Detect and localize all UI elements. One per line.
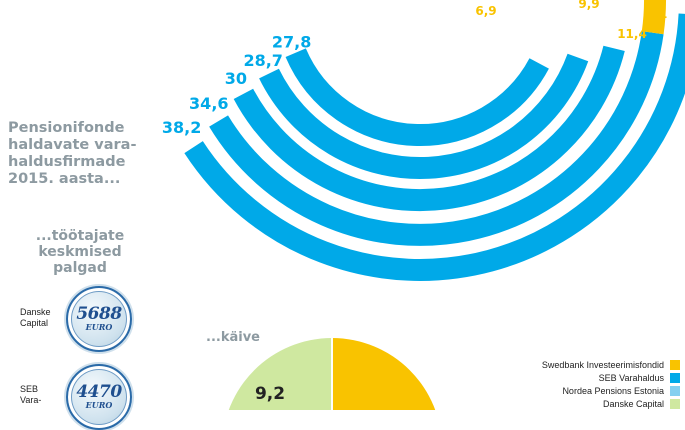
ring-arc <box>209 31 664 246</box>
salary-value: 4470 <box>76 382 122 402</box>
salary-title-line: palgad <box>53 260 107 276</box>
legend: Swedbank Investeerimisfondid SEB Varahal… <box>470 358 680 410</box>
ring-value-label: 34,6 <box>189 94 228 113</box>
salary-company-label: SEB Vara- <box>20 384 42 405</box>
intro-line: Pensionifonde <box>8 120 125 136</box>
salary-currency: EURO <box>85 322 113 332</box>
intro-line: haldavate vara- <box>8 137 137 153</box>
ring-arc <box>184 13 685 281</box>
pie-slice <box>228 338 332 410</box>
salary-title: ...töötajate keskmised palgad <box>20 228 140 276</box>
ring-value-label: 30 <box>225 69 247 88</box>
legend-swatch <box>670 359 680 370</box>
ring-arc <box>285 48 549 146</box>
salary-badge: 5688 EURO <box>66 286 132 352</box>
legend-item: Nordea Pensions Estonia <box>470 384 680 397</box>
intro-line: haldusfirmade <box>8 154 126 170</box>
ring-value-label: 27,8 <box>272 33 311 52</box>
salary-value: 5688 <box>76 304 122 324</box>
ring-value-label: 38,2 <box>162 118 201 137</box>
ring-arc <box>233 45 625 212</box>
turnover-title: ...käive <box>206 330 260 345</box>
ring-yellow-label: 11,4 <box>617 27 647 41</box>
salary-title-line: ...töötajate <box>35 228 125 244</box>
intro-text: Pensionifonde haldavate vara- haldusfirm… <box>8 120 158 188</box>
ring-arc <box>259 53 589 179</box>
legend-item: Danske Capital <box>470 397 680 410</box>
pie-slice <box>332 338 436 410</box>
legend-swatch <box>670 398 680 409</box>
ring-yellow-label: 6,9 <box>475 4 496 18</box>
ring-value-label: 28,7 <box>243 51 282 70</box>
ring-yellow-label: 9,9 <box>578 0 599 11</box>
legend-item: SEB Varahaldus <box>470 371 680 384</box>
intro-line: 2015. aasta... <box>8 171 121 187</box>
legend-item: Swedbank Investeerimisfondid <box>470 358 680 371</box>
legend-swatch <box>670 372 680 383</box>
pie-value-label: 9,2 <box>255 384 285 404</box>
salary-title-line: keskmised <box>38 244 122 260</box>
legend-swatch <box>670 385 680 396</box>
ring-arc-yellow <box>641 0 667 35</box>
turnover-pie-chart: 9,2 <box>228 338 436 410</box>
salary-currency: EURO <box>85 400 113 410</box>
ring-yellow-label: 11 <box>651 7 668 21</box>
salary-company-label: Danske Capital <box>20 307 51 328</box>
